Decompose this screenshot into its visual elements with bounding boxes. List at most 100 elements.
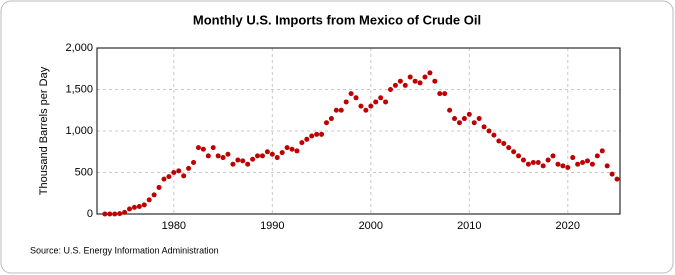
data-point: [584, 158, 590, 164]
data-point: [191, 160, 197, 166]
data-point: [496, 138, 502, 144]
data-point: [407, 74, 413, 80]
data-point: [117, 211, 123, 217]
data-point: [240, 158, 246, 164]
data-point: [122, 209, 128, 215]
data-point: [506, 145, 512, 151]
data-point: [397, 78, 403, 84]
data-point: [589, 161, 595, 167]
data-point: [220, 155, 226, 161]
data-point: [195, 145, 201, 151]
data-point: [294, 148, 300, 154]
data-point: [338, 107, 344, 113]
plot-border: [96, 47, 621, 215]
data-point: [383, 99, 389, 105]
data-point: [215, 153, 221, 159]
data-point: [156, 184, 162, 190]
source-note: Source: U.S. Energy Information Administ…: [30, 245, 219, 255]
data-point: [412, 78, 418, 84]
data-point: [437, 91, 443, 97]
data-point: [112, 211, 118, 217]
data-point: [328, 116, 334, 122]
data-point: [520, 157, 526, 163]
data-point: [166, 174, 172, 180]
y-tick-label: 1,500: [65, 83, 93, 95]
data-point: [447, 107, 453, 113]
data-point: [245, 161, 251, 167]
data-point: [614, 176, 620, 182]
data-point: [525, 161, 531, 167]
data-point: [299, 140, 305, 146]
data-point: [235, 157, 241, 163]
data-point: [427, 70, 433, 76]
data-point: [609, 171, 615, 177]
data-point: [314, 131, 320, 137]
y-tick-label: 0: [87, 208, 93, 220]
data-point: [141, 202, 147, 208]
data-point: [373, 99, 379, 105]
data-point: [127, 206, 133, 212]
data-point: [348, 91, 354, 97]
x-tick-label: 2020: [556, 220, 580, 232]
x-tick-label: 1980: [162, 220, 186, 232]
data-point: [205, 153, 211, 159]
data-point: [530, 160, 536, 166]
data-point: [501, 140, 507, 146]
data-point: [456, 120, 462, 126]
data-point: [161, 176, 167, 182]
data-point: [200, 146, 206, 152]
data-point: [353, 95, 359, 101]
data-point: [151, 192, 157, 198]
data-point: [575, 161, 581, 167]
data-point: [279, 150, 285, 156]
data-point: [333, 107, 339, 113]
x-tick-label: 2010: [457, 220, 481, 232]
data-point: [230, 161, 236, 167]
data-point: [250, 156, 256, 162]
data-point: [432, 78, 438, 84]
data-point: [171, 170, 177, 175]
data-point: [476, 116, 482, 122]
data-point: [565, 165, 571, 171]
data-point: [550, 153, 556, 159]
y-tick-label: 500: [75, 166, 93, 178]
data-point: [604, 163, 610, 169]
data-point: [471, 120, 477, 126]
data-point: [540, 163, 546, 169]
data-point: [442, 91, 448, 97]
data-point: [358, 103, 364, 109]
data-point: [545, 157, 551, 163]
data-point: [570, 155, 576, 161]
data-point: [102, 211, 108, 217]
data-point: [274, 155, 280, 161]
data-point: [599, 148, 605, 154]
data-point: [176, 168, 182, 174]
y-tick-label: 1,000: [65, 125, 93, 137]
data-point: [289, 146, 295, 152]
data-point: [363, 107, 369, 113]
data-point: [146, 197, 152, 203]
y-axis-label: Thousand Barrels per Day: [38, 66, 50, 195]
data-point: [392, 82, 398, 88]
data-point: [594, 153, 600, 159]
data-point: [309, 133, 315, 139]
data-point: [181, 173, 187, 179]
data-point: [264, 149, 270, 155]
data-point: [378, 95, 384, 101]
data-point: [107, 211, 113, 217]
data-point: [388, 87, 394, 92]
data-point: [516, 153, 522, 159]
data-point: [210, 145, 216, 151]
data-point: [343, 99, 349, 105]
data-point: [511, 149, 517, 155]
data-point: [284, 145, 290, 151]
data-point: [417, 80, 423, 86]
data-point: [486, 128, 492, 134]
x-tick-label: 1990: [260, 220, 284, 232]
data-point: [269, 151, 275, 157]
data-point: [136, 204, 142, 210]
data-point: [535, 160, 541, 166]
chart-title: Monthly U.S. Imports from Mexico of Crud…: [193, 12, 481, 27]
